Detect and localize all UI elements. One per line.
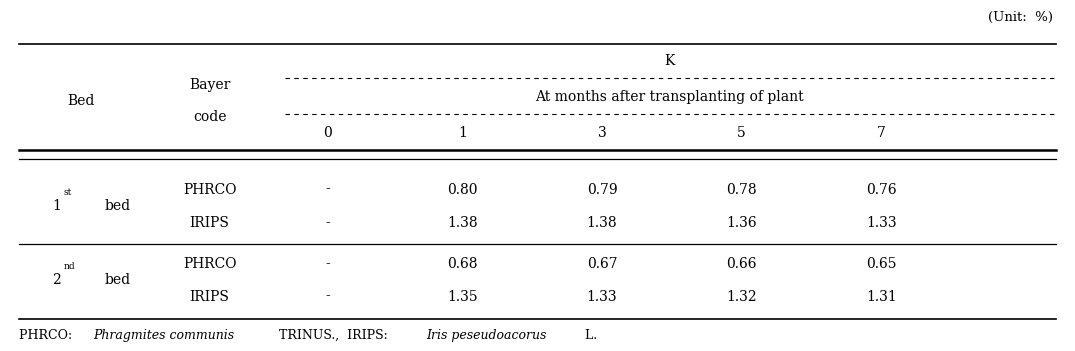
Text: 1: 1 bbox=[458, 126, 467, 140]
Text: st: st bbox=[63, 188, 72, 197]
Text: bed: bed bbox=[104, 199, 130, 213]
Text: 1.36: 1.36 bbox=[727, 216, 757, 230]
Text: 0.78: 0.78 bbox=[727, 183, 757, 197]
Text: 1.31: 1.31 bbox=[866, 290, 897, 304]
Text: 0.79: 0.79 bbox=[587, 183, 617, 197]
Text: 1.38: 1.38 bbox=[447, 216, 477, 230]
Text: PHRCO:: PHRCO: bbox=[19, 329, 76, 342]
Text: 0: 0 bbox=[324, 126, 332, 140]
Text: TRINUS.,  IRIPS:: TRINUS., IRIPS: bbox=[275, 329, 392, 342]
Text: (Unit:  %): (Unit: %) bbox=[989, 11, 1054, 24]
Text: code: code bbox=[192, 110, 227, 124]
Text: At months after transplanting of plant: At months after transplanting of plant bbox=[535, 90, 803, 104]
Text: L.: L. bbox=[582, 329, 598, 342]
Text: 0.68: 0.68 bbox=[447, 257, 477, 271]
Text: -: - bbox=[326, 216, 330, 230]
Text: bed: bed bbox=[104, 273, 130, 287]
Text: 1.32: 1.32 bbox=[727, 290, 757, 304]
Text: 1.38: 1.38 bbox=[587, 216, 617, 230]
Text: 0.76: 0.76 bbox=[866, 183, 897, 197]
Text: K: K bbox=[664, 54, 674, 68]
Text: Phragmites communis: Phragmites communis bbox=[94, 329, 234, 342]
Text: IRIPS: IRIPS bbox=[189, 216, 230, 230]
Text: 5: 5 bbox=[737, 126, 746, 140]
Text: 1.33: 1.33 bbox=[866, 216, 897, 230]
Text: -: - bbox=[326, 290, 330, 304]
Text: PHRCO: PHRCO bbox=[183, 257, 236, 271]
Text: 7: 7 bbox=[877, 126, 886, 140]
Text: 3: 3 bbox=[598, 126, 606, 140]
Text: 0.80: 0.80 bbox=[447, 183, 477, 197]
Text: 1.33: 1.33 bbox=[587, 290, 617, 304]
Text: 0.65: 0.65 bbox=[866, 257, 897, 271]
Text: 0.66: 0.66 bbox=[727, 257, 757, 271]
Text: nd: nd bbox=[63, 262, 75, 271]
Text: 0.67: 0.67 bbox=[587, 257, 617, 271]
Text: Bayer: Bayer bbox=[189, 79, 230, 92]
Text: Iris peseudoacorus: Iris peseudoacorus bbox=[426, 329, 546, 342]
Text: 2: 2 bbox=[53, 273, 61, 287]
Text: 1.35: 1.35 bbox=[447, 290, 477, 304]
Text: -: - bbox=[326, 183, 330, 197]
Text: PHRCO: PHRCO bbox=[183, 183, 236, 197]
Text: IRIPS: IRIPS bbox=[189, 290, 230, 304]
Text: Bed: Bed bbox=[67, 94, 95, 108]
Text: 1: 1 bbox=[53, 199, 61, 213]
Text: -: - bbox=[326, 257, 330, 271]
